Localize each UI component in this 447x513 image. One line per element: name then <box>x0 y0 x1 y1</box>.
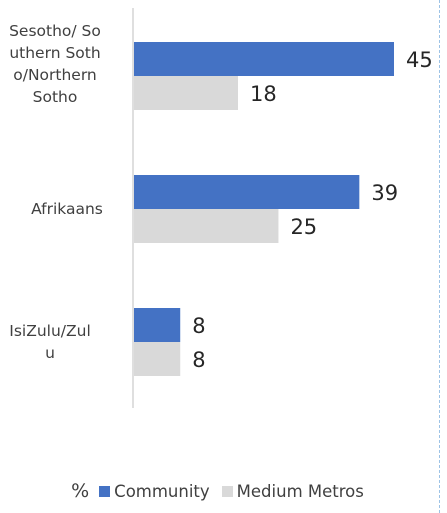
legend-item-community: Community <box>99 482 210 501</box>
chart-frame-edge <box>439 0 440 513</box>
category-label-0: Sesotho/ Southern Sotho/Northern Sotho <box>9 22 101 106</box>
legend-label-community: Community <box>114 481 210 501</box>
legend-label-medium-metros: Medium Metros <box>236 481 364 501</box>
bar-medium-metros-0 <box>134 76 238 110</box>
bar-community-2 <box>134 308 181 342</box>
legend-swatch-medium-metros <box>221 485 233 497</box>
category-label-1: Afrikaans <box>31 200 103 218</box>
category-label-2: IsiZulu/Zulu <box>9 322 91 362</box>
value-label-community-2: 8 <box>192 314 205 338</box>
value-label-medium-metros-0: 18 <box>250 82 277 106</box>
legend-swatch-community <box>99 485 111 497</box>
legend-item-medium-metros: Medium Metros <box>221 481 364 501</box>
value-label-medium-metros-2: 8 <box>192 348 205 372</box>
bar-community-0 <box>134 42 394 76</box>
legend-unit: % <box>71 480 90 502</box>
value-label-medium-metros-1: 25 <box>290 215 317 239</box>
bar-community-1 <box>134 175 360 209</box>
bar-medium-metros-2 <box>134 342 181 376</box>
legend: % Community Medium Metros <box>0 480 447 502</box>
bar-medium-metros-1 <box>134 209 279 243</box>
value-label-community-0: 45 <box>406 48 433 72</box>
value-label-community-1: 39 <box>371 181 398 205</box>
